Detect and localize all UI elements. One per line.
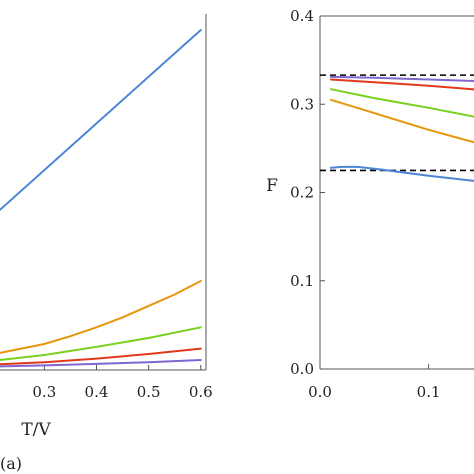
panel-b-series-line-4	[329, 98, 474, 144]
panel-b-y-tick-label: 0.1	[290, 272, 314, 290]
panel-b-x-tick-label: 0.0	[308, 383, 332, 401]
panel-a-x-tick-label: 0.4	[85, 383, 109, 401]
panel-a-x-tick-label: 0.6	[189, 383, 213, 401]
panel-a-series-line-1	[0, 29, 202, 211]
panel-b-y-tick-label: 0.4	[290, 7, 314, 25]
panel-b-y-tick-label: 0.3	[290, 95, 314, 113]
panel-b-series-line-2	[329, 78, 474, 91]
panel-a-x-tick-label: 0.5	[137, 383, 161, 401]
panel-a-series-line-4	[0, 347, 202, 366]
panel-b-series-line-3	[329, 88, 474, 118]
panel-a-x-axis-label: T/V	[21, 420, 51, 440]
panel-b-series-line-5	[329, 165, 474, 182]
panel-b-y-axis-label: F	[266, 176, 278, 196]
panel-a-series-line-3	[0, 326, 202, 361]
panel-a-x-tick-label: 0.3	[32, 383, 56, 401]
panel-b-y-tick-label: 0.0	[290, 360, 314, 378]
panel-a-label: (a)	[0, 454, 22, 473]
panel-b-y-tick-label: 0.2	[290, 184, 314, 202]
panel-a: 0.3 0.4 0.5 0.6 T/V (a)	[0, 14, 213, 473]
panel-b: 0.00.10.20.30.40.00.10.2 F	[266, 7, 474, 401]
panel-a-series-line-5	[0, 359, 202, 368]
panel-a-series-line-2	[0, 280, 202, 354]
panel-b-series-line-1	[329, 75, 474, 83]
panel-b-x-tick-label: 0.1	[417, 383, 441, 401]
